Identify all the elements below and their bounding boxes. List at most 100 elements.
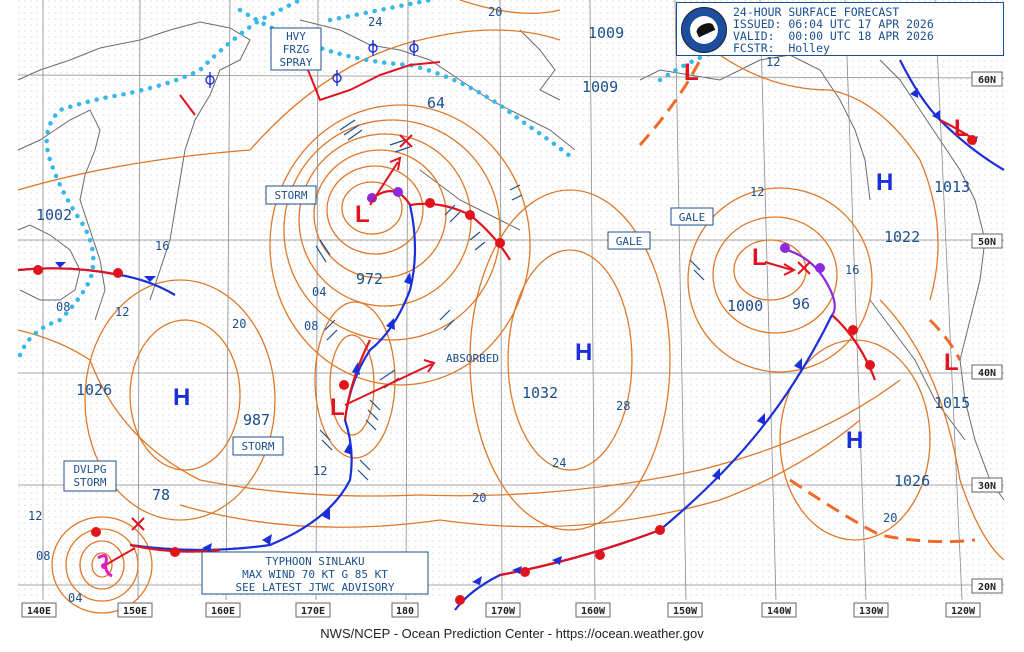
isobar-label: 16 [155, 239, 169, 253]
noaa-logo [681, 7, 727, 53]
low-letter: L [684, 59, 699, 86]
lon-label: 150E [123, 606, 147, 617]
absorbed-label: ABSORBED [446, 352, 499, 365]
lon-label: 140E [27, 606, 51, 617]
pressure-1009-b: 1009 [582, 78, 618, 96]
isobar-label: 12 [750, 185, 764, 199]
isobar-label: 12 [115, 305, 129, 319]
pressure-972: 972 [356, 270, 383, 288]
front-symbols [33, 88, 978, 605]
header-title: 24-HOUR SURFACE FORECAST [733, 5, 900, 19]
high-letter: H [173, 384, 190, 411]
typhoon-advisory: SEE LATEST JTWC ADVISORY [236, 581, 395, 594]
typhoon-wind: MAX WIND 70 KT G 85 KT [242, 568, 388, 581]
high-letter: H [575, 339, 592, 366]
lon-label: 180 [396, 606, 414, 617]
map-background [18, 0, 1004, 600]
pressure-labels: 1002 1026 987 972 64 78 1009 1009 1032 1… [36, 24, 970, 504]
lon-label: 150W [673, 606, 698, 617]
lat-label: 40N [978, 368, 996, 379]
isobar-label: 24 [368, 15, 382, 29]
lon-label: 170W [491, 606, 516, 617]
low-centers: L L L L L L [330, 59, 969, 421]
pressure-96: 96 [792, 295, 810, 313]
pressure-1022: 1022 [884, 228, 920, 246]
typhoon-symbol [97, 554, 113, 578]
lon-label: 160W [581, 606, 606, 617]
isobar-label: 08 [36, 549, 50, 563]
ice-edge [17, 0, 723, 358]
pressure-78: 78 [152, 486, 170, 504]
lat-label: 20N [978, 582, 996, 593]
pressure-1009-a: 1009 [588, 24, 624, 42]
dvlpg-storm-label: STORM [73, 476, 106, 489]
lat-axis: 60N 50N 40N 30N 20N [971, 71, 1003, 594]
forecast-header: 24-HOUR SURFACE FORECAST ISSUED: 06:04 U… [676, 2, 1004, 56]
lon-label: 130W [859, 606, 884, 617]
lon-label: 170E [301, 606, 325, 617]
pressure-1032: 1032 [522, 384, 558, 402]
isobar-label: 28 [616, 399, 630, 413]
isobar-label: 12 [766, 55, 780, 69]
typhoon-name: TYPHOON SINLAKU [265, 555, 364, 568]
graticule [17, 0, 1005, 601]
motion-arrows [101, 156, 797, 568]
hvy-label: HVY [286, 30, 306, 43]
isobar-label: 08 [304, 319, 318, 333]
isobar-label: 08 [56, 300, 70, 314]
lon-label: 140W [767, 606, 792, 617]
header-issued: ISSUED: 06:04 UTC 17 APR 2026 [733, 17, 934, 31]
freezing-spray-area [179, 61, 441, 116]
isobar-label: 12 [28, 509, 42, 523]
isobar-label: 24 [552, 456, 566, 470]
isobar-label: 12 [313, 464, 327, 478]
isobar-labels: 16 08 12 20 04 08 12 24 20 24 28 20 12 1… [28, 5, 897, 605]
isobar-label: 04 [312, 285, 326, 299]
isobar-label: 16 [845, 263, 859, 277]
lat-label: 60N [978, 75, 996, 86]
pressure-1026-east: 1026 [894, 472, 930, 490]
low-letter: L [954, 115, 969, 142]
isobar-label: 20 [488, 5, 502, 19]
dvlpg-label: DVLPG [73, 463, 106, 476]
footer-credit: NWS/NCEP - Ocean Prediction Center - htt… [320, 626, 704, 641]
pressure-64: 64 [427, 94, 445, 112]
storm-label-south: STORM [241, 440, 274, 453]
lat-label: 30N [978, 481, 996, 492]
future-positions [131, 134, 811, 531]
pressure-987: 987 [243, 411, 270, 429]
high-letter: H [876, 169, 893, 196]
pressure-1000: 1000 [727, 297, 763, 315]
spray-label: SPRAY [279, 56, 312, 69]
high-letter: H [846, 427, 863, 454]
storm-label-north: STORM [274, 189, 307, 202]
gale-label-east: GALE [679, 211, 706, 224]
pressure-1015: 1015 [934, 394, 970, 412]
isobar-label: 20 [883, 511, 897, 525]
header-valid: VALID: 00:00 UTC 18 APR 2026 [733, 29, 934, 43]
low-letter: L [944, 349, 959, 376]
pressure-1013: 1013 [934, 178, 970, 196]
pressure-1026-west: 1026 [76, 381, 112, 399]
low-letter: L [330, 394, 345, 421]
lon-axis: 140E 150E 160E 170E 180 170W 160W 150W 1… [21, 602, 981, 618]
spray-symbols [205, 40, 419, 88]
low-letter: L [752, 244, 767, 271]
boxed-labels: HVY FRZG SPRAY STORM STORM GALE GALE DVL… [63, 27, 714, 595]
lat-label: 50N [978, 237, 996, 248]
isobar-label: 20 [232, 317, 246, 331]
wind-barbs [315, 119, 705, 481]
low-letter: L [355, 201, 370, 228]
header-forecaster: FCSTR: Holley [733, 41, 830, 55]
pressure-1002: 1002 [36, 206, 72, 224]
high-centers: H H H H [173, 169, 893, 454]
isobar-label: 20 [472, 491, 486, 505]
frzg-label: FRZG [283, 43, 310, 56]
gale-label-center: GALE [616, 235, 643, 248]
lon-label: 160E [211, 606, 235, 617]
axis-labels: 140E 150E 160E 170E 180 170W 160W 150W 1… [21, 71, 1003, 618]
isobar-label: 04 [68, 591, 82, 605]
troughs [638, 59, 976, 544]
